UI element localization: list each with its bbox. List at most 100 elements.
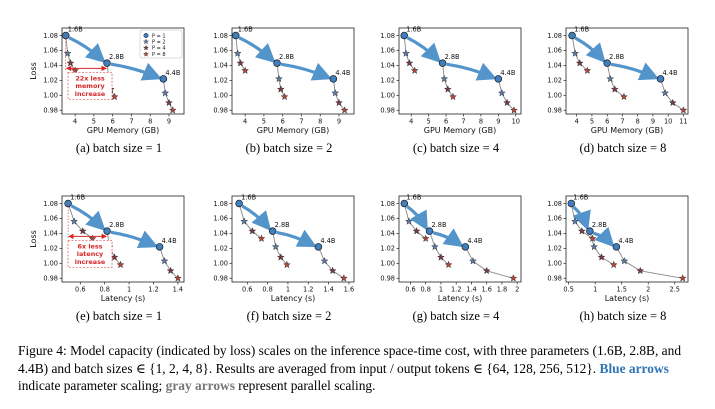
panel-subtitle: (d) batch size = 8 [580,141,667,155]
data-point-p8 [168,106,177,114]
x-tick-label: 1.6 [344,286,355,294]
parallel-scaling-line [276,63,285,98]
y-tick-label: 1.02 [43,77,58,85]
data-point-p4 [503,98,511,107]
caption-token-set: ∈ {64, 128, 256, 512} [472,360,593,376]
x-tick-label: 6 [605,118,609,126]
x-axis-label: Latency (s) [605,294,650,303]
parallel-scaling-line [660,78,684,111]
data-point-p8 [588,234,597,242]
data-point-p4 [335,98,343,107]
parameter-scaling-arrow [572,205,591,231]
figure-caption: Figure 4: Model capacity (indicated by l… [18,342,708,395]
model-size-label: 1.6B [68,25,83,33]
y-tick-label: 0.98 [547,107,562,115]
chart-panel-c: 0.98 1.00 1.02 1.04 1.06 1.08 4 5 6 7 8 9 10 GPU Memo… [380,25,522,155]
x-tick-label: 8 [318,118,322,126]
data-point-p1 [103,59,111,67]
annotation-box [67,240,113,268]
chart-panel-a: 0.98 1.00 1.02 1.04 1.06 1.08 4 5 6 7 8 9 GPU Memory… [29,25,185,155]
plot-frame [61,27,185,115]
x-tick-label: 0.8 [99,286,110,294]
chart-panel-f: 0.98 1.00 1.02 1.04 1.06 1.08 0.6 0.8 1 1.2 1.4 1.6… [213,193,355,323]
y-tick-label: 1.00 [380,260,395,268]
y-tick-label: 1.06 [380,215,395,223]
model-size-label: 4.4B [663,69,678,77]
parameter-scaling-arrow [610,62,660,81]
parallel-scaling-line [606,63,625,98]
annotation-text: increase [75,90,106,98]
data-point-p1 [232,31,240,40]
parameter-scaling-arrow [592,226,615,248]
parameter-scaling-arrow [446,62,497,81]
data-point-p2 [590,242,598,251]
x-tick-label: 2.5 [669,286,680,294]
data-point-p4 [248,227,257,235]
caption-part1: Model capacity (indicated by loss) scale… [18,343,682,376]
x-tick-label: 5 [590,118,594,126]
parallel-scaling-line [571,35,588,71]
x-tick-label: 1.8 [497,286,508,294]
data-point-p4 [236,59,245,67]
parallel-scaling-line [442,63,454,98]
y-tick-label: 1.08 [547,32,562,40]
data-point-p2 [63,49,72,57]
y-tick-label: 1.02 [213,245,228,253]
model-size-label: 1.6B [241,193,256,201]
parallel-scaling-line [497,78,515,111]
data-point-p8 [421,234,430,242]
data-point-p4 [405,59,414,67]
y-tick-label: 1.08 [43,200,58,208]
caption-figure-label: Figure 4: [18,343,67,358]
x-tick-label: 0.6 [242,286,253,294]
x-tick-label: 0.8 [262,286,273,294]
data-point-p1 [314,243,323,251]
x-axis-label: Latency (s) [101,294,146,303]
data-point-p2 [497,89,506,97]
data-point-p8 [583,66,592,74]
y-tick-label: 1.08 [43,32,58,40]
caption-part4: indicate parameter scaling; [18,378,163,393]
parameter-scaling-arrow [276,229,317,248]
panel-subtitle: (h) batch size = 8 [580,309,667,323]
data-point-p4 [165,98,173,107]
plot-frame [231,195,355,283]
y-tick-label: 0.98 [380,107,395,115]
model-size-label: 2.8B [275,221,290,229]
annotation-box [67,72,113,100]
y-tick-label: 1.08 [380,200,395,208]
y-tick-label: 1.04 [213,230,228,238]
y-tick-label: 0.98 [380,275,395,283]
x-tick-label: 1 [286,286,290,294]
parallel-scaling-line [238,203,262,239]
data-point-p2 [320,257,329,265]
data-point-p1 [603,59,611,67]
y-tick-label: 1.02 [380,245,395,253]
parallel-scaling-line [318,246,345,279]
data-point-p1 [567,199,576,208]
model-size-label: 4.4B [320,237,335,245]
panel-subtitle: (a) batch size = 1 [76,141,162,155]
y-tick-label: 1.00 [547,92,562,100]
x-tick-label: 1.2 [148,286,159,294]
data-point-p1 [103,227,111,235]
x-tick-label: 1.2 [451,286,462,294]
data-point-p4 [276,253,285,261]
y-tick-label: 0.98 [213,275,228,283]
y-tick-label: 1.04 [380,230,395,238]
x-tick-label: 9 [496,118,500,126]
plot-frame [398,27,522,115]
data-point-p2 [275,74,283,83]
data-point-p4 [482,266,491,275]
x-tick-label: 1.2 [303,286,314,294]
legend-marker-p2 [143,38,149,45]
legend-entry: P = 8 [152,52,166,58]
model-size-label: 1.6B [406,25,421,33]
caption-gray-arrows: gray arrows [165,378,235,393]
annotation-text: 22x less [75,74,105,82]
legend-entry: P = 2 [152,40,166,46]
data-point-p2 [661,89,669,97]
chart-panel-g: 0.98 1.00 1.02 1.04 1.06 1.08 0.6 0.8 1 1.2 1.4 1.6… [380,193,522,323]
model-size-label: 4.4B [335,69,350,77]
x-tick-label: 1.5 [616,286,627,294]
